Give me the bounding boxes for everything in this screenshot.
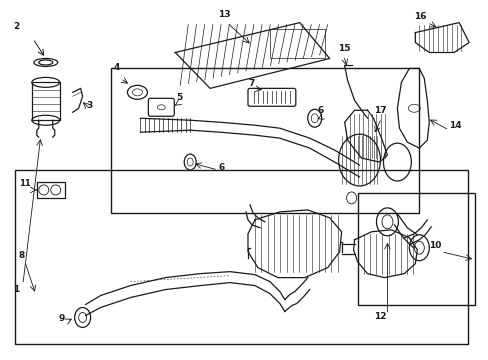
Bar — [110, 68, 419, 213]
Text: 6: 6 — [317, 106, 324, 115]
Bar — [15, 170, 467, 345]
Text: 15: 15 — [337, 44, 349, 53]
Text: 4: 4 — [113, 63, 120, 72]
Text: 6: 6 — [218, 163, 224, 172]
Text: 14: 14 — [448, 121, 461, 130]
Text: 9: 9 — [59, 314, 65, 323]
Text: 16: 16 — [413, 12, 426, 21]
Text: 5: 5 — [176, 93, 182, 102]
Text: 10: 10 — [428, 241, 441, 250]
Text: 13: 13 — [218, 10, 230, 19]
Bar — [357, 193, 474, 305]
Text: 11: 11 — [19, 179, 31, 188]
Bar — [32, 82, 60, 120]
Text: 2: 2 — [13, 22, 19, 31]
Text: 12: 12 — [374, 312, 386, 321]
Bar — [269, 28, 324, 58]
Bar — [37, 182, 64, 198]
Text: 7: 7 — [247, 79, 254, 88]
Text: 17: 17 — [374, 106, 386, 115]
Text: 1: 1 — [13, 284, 19, 293]
Text: 8: 8 — [19, 251, 25, 260]
Text: 3: 3 — [86, 101, 93, 110]
